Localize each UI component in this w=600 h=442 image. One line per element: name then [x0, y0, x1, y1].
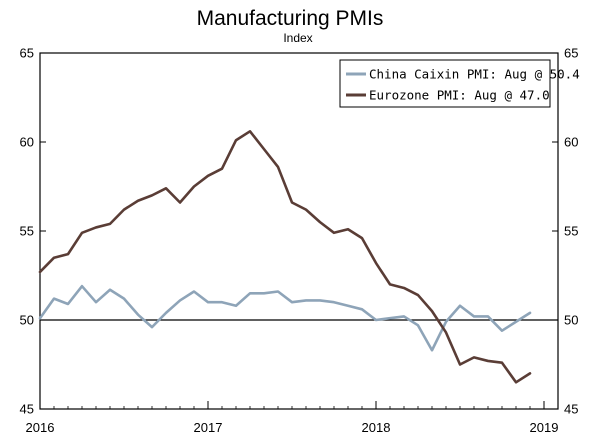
series-line-2	[38, 130, 532, 384]
legend-label-1: China Caixin PMI: Aug @ 50.4	[369, 67, 580, 82]
legend: China Caixin PMI: Aug @ 50.4 Eurozone PMI…	[339, 59, 580, 108]
chart-subtitle: Index	[283, 31, 312, 45]
y-tick-label-right: 65	[564, 46, 578, 61]
x-tick-label: 2017	[194, 420, 223, 435]
series-layer	[38, 130, 532, 384]
y-tick-label-left: 55	[20, 224, 34, 239]
x-tick-label: 2018	[362, 420, 391, 435]
x-tick-label: 2016	[26, 420, 55, 435]
y-tick-label-right: 45	[564, 402, 578, 417]
legend-box	[339, 59, 551, 108]
y-tick-label-right: 55	[564, 224, 578, 239]
series-line-1	[38, 284, 532, 352]
y-tick-label-left: 45	[20, 402, 34, 417]
y-tick-label-left: 50	[20, 313, 34, 328]
x-tick-label: 2019	[530, 420, 559, 435]
y-tick-label-right: 60	[564, 135, 578, 150]
y-tick-label-left: 65	[20, 46, 34, 61]
chart-title: Manufacturing PMIs	[197, 7, 384, 30]
legend-label-2: Eurozone PMI: Aug @ 47.0	[369, 88, 550, 103]
axes-layer: 45 45 50 50 55 55 60 60 65 65 2016 2017 2018 2019	[20, 46, 579, 436]
y-tick-label-right: 50	[564, 313, 578, 328]
y-tick-label-left: 60	[20, 135, 34, 150]
